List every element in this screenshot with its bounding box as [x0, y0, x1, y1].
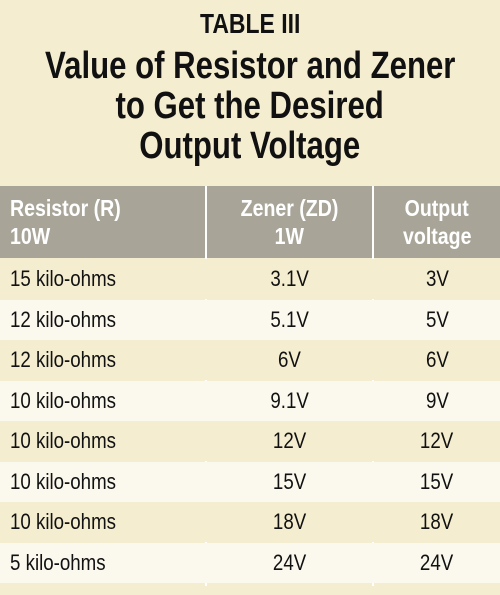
title-line-text: Value of Resistor and Zener — [45, 45, 456, 87]
table-cell: 24V — [207, 543, 372, 583]
table-cell: 3.1V — [207, 259, 372, 299]
table-cell-text: 12V — [420, 428, 454, 453]
table-cell-text: 15V — [420, 468, 454, 494]
table-cell: 10 kilo-ohms — [10, 381, 205, 421]
title-line: Value of Resistor and Zener — [0, 46, 500, 86]
title-line-text: to Get the Desired — [115, 85, 385, 127]
header-line-text: Zener (ZD) — [240, 195, 339, 221]
table-cell: 12 kilo-ohms — [10, 300, 205, 340]
table-cell: 10 kilo-ohms — [10, 462, 205, 502]
table-row: 12 kilo-ohms 5.1V 5V — [0, 299, 500, 340]
header-row: Resistor (R) 10W Zener (ZD) 1W Output voltage — [0, 186, 500, 258]
table-cell-text: 18V — [420, 509, 454, 534]
table-cell-text: 9.1V — [270, 387, 309, 413]
table-cell: 15V — [374, 462, 500, 502]
table-cell-text: 5 kilo-ohms — [10, 549, 106, 575]
table-cell-text: 12V — [272, 428, 307, 453]
title-line: Output Voltage — [0, 126, 500, 166]
table-cell-text: 15V — [272, 468, 307, 494]
header-line-text: Resistor (R) — [10, 195, 121, 221]
table-cell: 6V — [207, 340, 372, 380]
table-cell: 5V — [374, 300, 500, 340]
table-label: TABLE III — [0, 8, 500, 40]
table-cell-text: 10 kilo-ohms — [10, 509, 117, 534]
table-cell-text: 12 kilo-ohms — [10, 306, 117, 332]
table-cell-text: 10 kilo-ohms — [10, 468, 117, 494]
header-line-text: voltage — [402, 223, 472, 249]
table-cell: 15V — [207, 462, 372, 502]
table-cell-text: 15 kilo-ohms — [10, 266, 117, 291]
header-line: voltage — [374, 222, 500, 250]
table-cell: 10 kilo-ohms — [10, 421, 205, 461]
table-cell: 12 kilo-ohms — [10, 340, 205, 380]
table-row: 5 kilo-ohms 24V 24V — [0, 542, 500, 583]
table-cell-text: 3V — [425, 266, 449, 291]
table-cell-text: 5.1V — [270, 306, 309, 332]
table-cell: 18V — [374, 502, 500, 542]
table-row: 10 kilo-ohms 9.1V 9V — [0, 380, 500, 421]
table-cell-text: 6V — [278, 347, 301, 372]
header-line: Resistor (R) — [10, 194, 205, 222]
header-line-text: 1W — [274, 223, 305, 249]
table-cell: 5.1V — [207, 300, 372, 340]
title-line: to Get the Desired — [0, 86, 500, 126]
table-cell: 12V — [374, 421, 500, 461]
table-row: 10 kilo-ohms 15V 15V — [0, 461, 500, 502]
header-line-text: Output — [404, 195, 470, 221]
header-cell: Output voltage — [374, 194, 500, 250]
header-line: 1W — [207, 222, 372, 250]
table-row: 12 kilo-ohms 6V 6V — [0, 340, 500, 380]
table-cell: 9.1V — [207, 381, 372, 421]
table-cell-text: 9V — [425, 387, 449, 413]
table-cell: 3V — [374, 259, 500, 299]
header-cell: Zener (ZD) 1W — [207, 194, 372, 250]
table-cell: 15 kilo-ohms — [10, 259, 205, 299]
table-cell: 12V — [207, 421, 372, 461]
table-cell: 24V — [374, 543, 500, 583]
table-row: 15 kilo-ohms 3.1V 3V — [0, 259, 500, 299]
table-cell: 9V — [374, 381, 500, 421]
table-row: 10 kilo-ohms 12V 12V — [0, 421, 500, 461]
table-cell-text: 18V — [272, 509, 307, 534]
table-cell: 5 kilo-ohms — [10, 543, 205, 583]
table-cell-text: 24V — [420, 549, 454, 575]
table-cell-text: 12 kilo-ohms — [10, 347, 117, 372]
header-line: 10W — [10, 222, 205, 250]
table-row: 10 kilo-ohms 18V 18V — [0, 502, 500, 542]
table-cell: 18V — [207, 502, 372, 542]
header-line: Zener (ZD) — [207, 194, 372, 222]
header-cell: Resistor (R) 10W — [10, 194, 205, 250]
title-line-text: Output Voltage — [139, 125, 361, 167]
table-cell-text: 5V — [425, 306, 449, 332]
table-label-text: TABLE III — [199, 8, 301, 39]
header-line: Output — [374, 194, 500, 222]
table-cell-text: 24V — [272, 549, 307, 575]
table-cell-text: 10 kilo-ohms — [10, 428, 117, 453]
table-cell: 10 kilo-ohms — [10, 502, 205, 542]
table-cell-text: 6V — [425, 347, 449, 372]
header-line-text: 10W — [10, 223, 51, 249]
table-cell: 6V — [374, 340, 500, 380]
table-cell-text: 3.1V — [270, 266, 309, 291]
table-cell-text: 10 kilo-ohms — [10, 387, 117, 413]
